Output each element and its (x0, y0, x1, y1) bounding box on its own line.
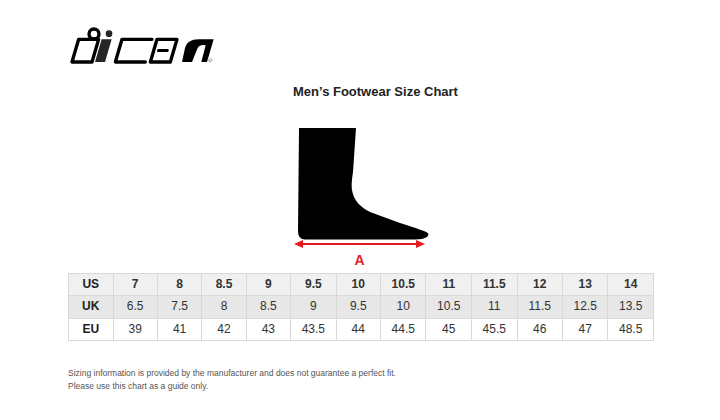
svg-text:R: R (209, 59, 211, 61)
